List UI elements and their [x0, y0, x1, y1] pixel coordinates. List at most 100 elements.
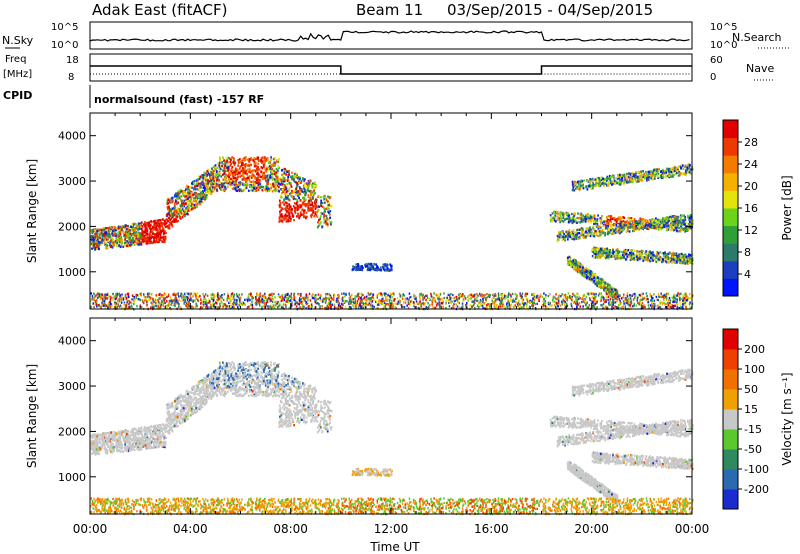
power-cell: [675, 221, 678, 224]
power-cell: [173, 204, 176, 208]
power-cell: [207, 182, 210, 185]
power-cell: [302, 209, 305, 212]
power-cell: [291, 175, 294, 178]
power-cell: [590, 221, 593, 224]
power-cell: [597, 234, 599, 238]
power-cell: [633, 257, 635, 260]
power-cell: [299, 192, 301, 196]
power-cell: [205, 182, 208, 185]
power-cell: [220, 182, 223, 185]
power-cell: [251, 174, 253, 177]
power-cell: [684, 164, 687, 167]
power-cell: [123, 234, 125, 237]
power-cell: [296, 208, 299, 211]
power-cell: [249, 180, 252, 184]
power-cell: [607, 177, 610, 181]
power-cell: [635, 220, 638, 223]
power-cell: [603, 251, 606, 254]
power-cell: [619, 229, 622, 232]
power-cell: [669, 217, 672, 221]
power-cell: [230, 162, 233, 165]
power-cell: [678, 253, 680, 256]
power-cell: [155, 223, 157, 226]
power-cell: [132, 228, 135, 232]
power-cell: [267, 182, 269, 185]
power-cell: [148, 240, 151, 243]
power-cell: [665, 255, 668, 258]
power-cell: [231, 169, 234, 172]
power-cell: [619, 175, 622, 178]
power-cell: [612, 249, 614, 252]
power-cell: [556, 240, 559, 243]
power-cell: [288, 199, 291, 202]
power-cell: [616, 248, 619, 251]
power-cell: [601, 247, 603, 250]
power-cell: [197, 196, 200, 199]
power-cell: [602, 231, 605, 234]
power-cell: [639, 217, 642, 221]
power-cell: [359, 265, 361, 268]
power-cell: [109, 233, 111, 236]
power-cell: [661, 168, 664, 172]
power-cell: [559, 214, 562, 217]
power-cell: [279, 210, 281, 213]
power-cell: [262, 156, 265, 160]
power-cell: [247, 164, 249, 167]
power-cell: [605, 177, 608, 180]
power-cell: [191, 182, 193, 185]
power-cell: [574, 235, 576, 238]
power-cell: [669, 170, 671, 173]
power-cell: [301, 177, 304, 180]
power-cell: [129, 236, 132, 240]
power-cell: [623, 256, 625, 259]
power-cell: [642, 170, 645, 173]
power-cell: [312, 211, 315, 214]
power-cell: [595, 233, 598, 237]
power-cell: [146, 239, 148, 242]
power-cell: [681, 260, 683, 263]
power-cell: [255, 181, 258, 184]
power-cell: [599, 247, 602, 251]
power-cell: [683, 258, 686, 261]
power-cell: [113, 233, 115, 236]
power-cell: [586, 231, 588, 235]
power-cell: [573, 189, 576, 192]
power-cell: [684, 215, 687, 219]
power-cell: [303, 215, 305, 219]
power-cell: [306, 182, 308, 185]
power-cell: [596, 230, 599, 233]
power-cell: [146, 231, 149, 235]
power-cell: [609, 215, 612, 219]
power-cell: [641, 219, 644, 222]
power-cell: [670, 228, 673, 231]
power-cell: [285, 173, 287, 176]
power-cell: [356, 268, 358, 272]
power-cell: [585, 217, 588, 220]
power-cell: [257, 180, 259, 183]
power-cell: [223, 188, 225, 192]
power-cell: [613, 216, 616, 220]
power-cell: [667, 256, 669, 259]
power-cell: [244, 163, 247, 166]
power-cell: [265, 168, 268, 171]
power-cell: [98, 235, 101, 239]
power-cell: [563, 232, 565, 236]
power-cell: [607, 220, 610, 223]
power-cell: [643, 175, 646, 178]
power-cell: [579, 180, 582, 183]
power-cell: [302, 199, 305, 202]
power-cell: [679, 220, 682, 223]
power-cell: [304, 194, 306, 197]
power-cell: [387, 269, 390, 272]
power-cell: [293, 178, 295, 181]
power-cell: [330, 205, 333, 208]
power-cell: [585, 228, 588, 231]
power-cell: [173, 195, 176, 198]
power-cell: [579, 213, 582, 216]
power-cell: [603, 180, 605, 183]
power-cell: [96, 233, 99, 236]
power-cell: [605, 227, 607, 230]
power-cell: [643, 258, 646, 261]
power-cell: [294, 208, 297, 211]
power-cell: [150, 241, 153, 245]
